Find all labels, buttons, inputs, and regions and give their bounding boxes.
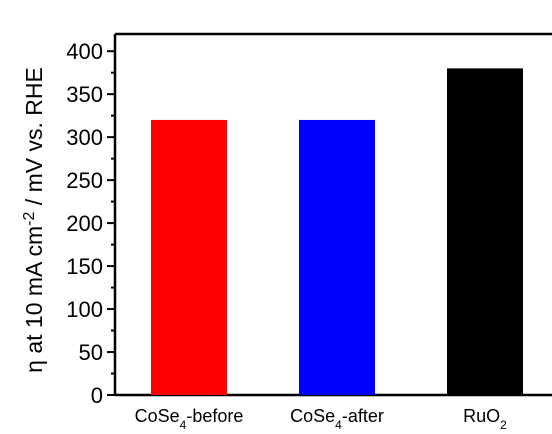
bars-group [151,68,523,395]
bar-0 [151,119,227,395]
bar-2 [447,68,523,395]
y-axis-title-sup: -2 [21,211,38,225]
y-tick-label-150: 150 [66,254,103,279]
x-category-label-2: RuO2 [463,406,507,432]
y-tick-label-400: 400 [66,39,103,64]
y-ticks-group: 0 50 100 150 200 250 300 350 400 [66,39,115,408]
x-category-label-1: CoSe4-after [290,406,384,432]
y-axis-title: η at 10 mA cm-2 / mV vs. RHE [21,67,48,373]
y-tick-label-50: 50 [79,340,103,365]
y-tick-label-250: 250 [66,168,103,193]
y-axis-title-part1: η at 10 mA cm [21,226,47,373]
bar-1 [299,119,375,395]
x-category-label-0: CoSe4-before [135,406,244,432]
y-tick-label-300: 300 [66,125,103,150]
y-axis-title-part2: / mV vs. RHE [21,67,47,211]
y-tick-label-350: 350 [66,82,103,107]
y-tick-label-200: 200 [66,211,103,236]
y-tick-label-0: 0 [91,383,103,408]
x-labels-group: CoSe4-before CoSe4-after RuO2 [135,406,508,432]
y-tick-label-100: 100 [66,297,103,322]
